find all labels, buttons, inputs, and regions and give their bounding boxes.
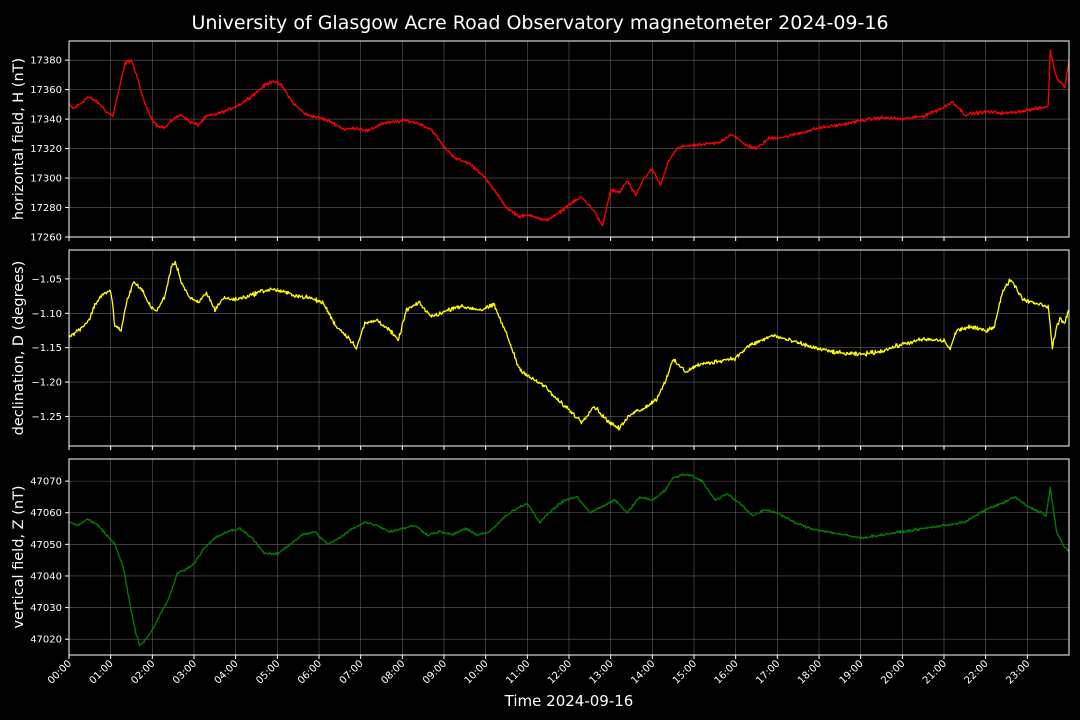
y-tick-label: −1.05 [31, 274, 62, 285]
y-tick-label: 17280 [30, 203, 62, 214]
x-tick-label: 05:00 [254, 658, 282, 686]
x-tick-label: 07:00 [338, 658, 366, 686]
y-tick-label: −1.20 [31, 378, 62, 389]
x-tick-label: 01:00 [88, 658, 116, 686]
y-tick-label: 47030 [30, 603, 62, 614]
x-tick-label: 20:00 [879, 658, 907, 686]
series-line-2 [68, 473, 1070, 647]
x-tick-label: 23:00 [1004, 658, 1032, 686]
x-tick-label: 13:00 [588, 658, 616, 686]
chart-title: University of Glasgow Acre Road Observat… [191, 12, 888, 34]
x-tick-label: 08:00 [379, 658, 407, 686]
h-axis-label: horizontal field, H (nT) [11, 58, 27, 220]
vertical-field-panel: vertical field, Z (nT) 47020 47030 47040 47… [11, 458, 1070, 656]
y-tick-label: 47050 [30, 540, 62, 551]
x-tick-label: 02:00 [129, 658, 157, 686]
x-tick-label: 15:00 [671, 658, 699, 686]
x-tick-label: 16:00 [713, 658, 741, 686]
x-tick-label: 17:00 [754, 658, 782, 686]
y-tick-label: 47070 [30, 477, 62, 488]
x-tick-label: 11:00 [504, 658, 532, 686]
y-tick-label: −1.10 [31, 309, 62, 320]
x-tick-label: 12:00 [546, 658, 574, 686]
y-tick-label: 17380 [30, 56, 62, 67]
z-axis-label: vertical field, Z (nT) [11, 485, 27, 628]
x-tick-label: 09:00 [421, 658, 449, 686]
y-tick-label: −1.25 [31, 412, 62, 423]
x-tick-label: 18:00 [796, 658, 824, 686]
y-tick-label: 47020 [30, 635, 62, 646]
y-tick-label: 47060 [30, 508, 62, 519]
x-tick-label: 03:00 [171, 658, 199, 686]
x-tick-label: 19:00 [838, 658, 866, 686]
declination-panel: declination, D (degrees) −1.25 −1.20 −1.15… [11, 249, 1070, 447]
d-axis-label: declination, D (degrees) [11, 261, 27, 436]
x-tick-label: 06:00 [296, 658, 324, 686]
x-tick-label: 00:00 [46, 658, 74, 686]
x-tick-label: 10:00 [463, 658, 491, 686]
horizontal-field-panel: horizontal field, H (nT) 17260 17280 17300… [11, 40, 1070, 244]
x-tick-label: 22:00 [963, 658, 991, 686]
series-line-1 [68, 260, 1070, 431]
x-tick-label: 04:00 [213, 658, 241, 686]
y-tick-label: 47040 [30, 571, 62, 582]
x-axis-label: Time 2024-09-16 [504, 692, 634, 710]
y-tick-label: 17320 [30, 144, 62, 155]
y-tick-label: 17360 [30, 85, 62, 96]
y-tick-label: −1.15 [31, 343, 62, 354]
y-tick-label: 17340 [30, 115, 62, 126]
y-tick-label: 17260 [30, 233, 62, 244]
series-line-0 [68, 49, 1070, 227]
y-tick-label: 17300 [30, 174, 62, 185]
x-tick-label: 14:00 [629, 658, 657, 686]
x-tick-label: 21:00 [921, 658, 949, 686]
